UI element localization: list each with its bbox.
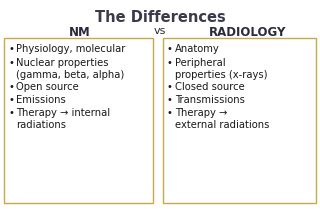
Text: •: • [167,108,173,118]
Text: Emissions: Emissions [16,95,66,105]
Text: •: • [8,82,14,92]
FancyBboxPatch shape [163,38,316,203]
Text: Transmissions: Transmissions [175,95,245,105]
Text: Nuclear properties
(gamma, beta, alpha): Nuclear properties (gamma, beta, alpha) [16,58,124,80]
Text: •: • [167,82,173,92]
Text: NM: NM [69,26,91,39]
Text: •: • [8,95,14,105]
Text: Anatomy: Anatomy [175,44,220,54]
Text: •: • [167,95,173,105]
FancyBboxPatch shape [4,38,153,203]
Text: The Differences: The Differences [95,10,225,25]
Text: Peripheral
properties (x-rays): Peripheral properties (x-rays) [175,58,268,80]
Text: •: • [167,44,173,54]
Text: Open source: Open source [16,82,79,92]
Text: Closed source: Closed source [175,82,245,92]
Text: •: • [8,58,14,68]
Text: RADIOLOGY: RADIOLOGY [209,26,287,39]
Text: vs: vs [154,26,166,36]
Text: Therapy → internal
radiations: Therapy → internal radiations [16,108,110,130]
Text: •: • [8,108,14,118]
Text: •: • [167,58,173,68]
Text: •: • [8,44,14,54]
Text: Physiology, molecular: Physiology, molecular [16,44,125,54]
Text: Therapy →
external radiations: Therapy → external radiations [175,108,269,130]
